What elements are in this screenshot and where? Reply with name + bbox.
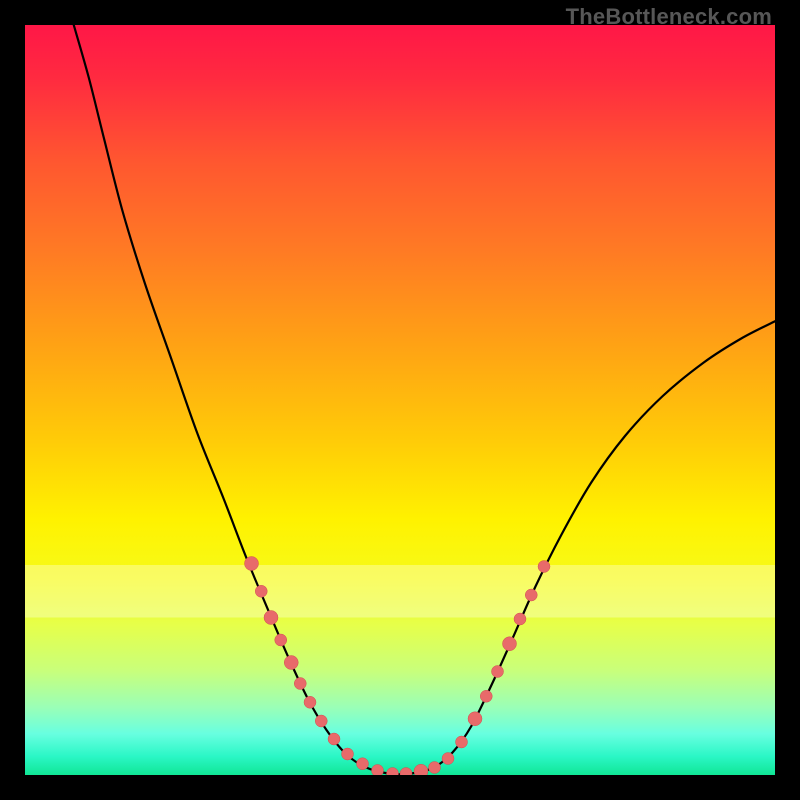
data-marker xyxy=(245,557,259,571)
data-marker xyxy=(525,589,537,601)
data-marker xyxy=(468,712,482,726)
data-marker xyxy=(538,561,550,573)
data-marker xyxy=(275,634,287,646)
data-marker xyxy=(372,765,384,776)
chart-frame: TheBottleneck.com xyxy=(0,0,800,800)
data-marker xyxy=(357,758,369,770)
gradient-background xyxy=(25,25,775,775)
highlight-band xyxy=(25,565,775,618)
data-marker xyxy=(429,762,441,774)
plot-area xyxy=(25,25,775,775)
data-marker xyxy=(503,637,517,651)
data-marker xyxy=(284,656,298,670)
data-marker xyxy=(514,613,526,625)
data-marker xyxy=(264,611,278,625)
data-marker xyxy=(442,753,454,765)
data-marker xyxy=(342,748,354,760)
data-marker xyxy=(492,666,504,678)
data-marker xyxy=(294,678,306,690)
data-marker xyxy=(456,736,468,748)
data-marker xyxy=(480,690,492,702)
data-marker xyxy=(315,715,327,727)
data-marker xyxy=(328,733,340,745)
data-marker xyxy=(304,696,316,708)
data-marker xyxy=(255,585,267,597)
chart-svg xyxy=(25,25,775,775)
watermark-text: TheBottleneck.com xyxy=(566,4,772,30)
